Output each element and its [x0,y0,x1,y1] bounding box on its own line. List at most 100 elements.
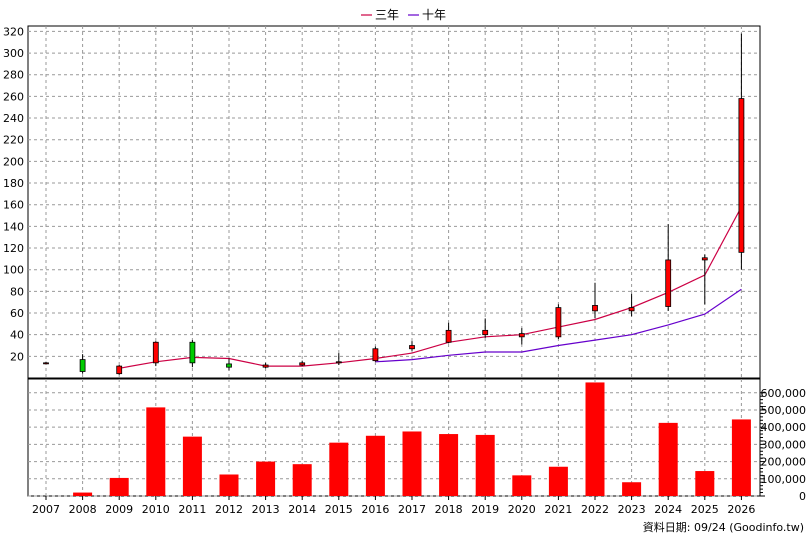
volume-panel: 0 100,000 200,000 300,000 400,000 500,000 600,… [27,378,806,503]
candle-body [226,363,232,368]
candle-body [555,307,562,338]
volume-bar-2024 [658,422,678,496]
price-tick-label: 80 [10,285,24,298]
volume-tick-label: 300,000 [761,438,807,451]
candle-2007 [43,361,49,365]
price-panel-frame [27,25,761,379]
candle-2020 [518,328,525,345]
volume-bar-2009 [109,477,129,496]
candle-body [701,257,708,261]
volume-grid [28,379,760,497]
candle-body [372,348,379,362]
x-tick-label: 2010 [142,503,170,516]
candle-body [152,341,159,364]
candle-2008 [79,354,86,374]
x-tick-label: 2023 [618,503,646,516]
x-tick-label: 2019 [471,503,499,516]
volume-bar-2019 [475,434,495,496]
candle-body [262,364,269,368]
price-tick-label: 240 [3,112,24,125]
price-tick-label: 20 [10,350,24,363]
price-tick-label: 280 [3,69,24,82]
volume-bar-2008 [73,492,93,496]
x-tick-label: 2025 [691,503,719,516]
candle-2016 [372,346,379,362]
candle-body [189,341,196,364]
price-tick-label: 40 [10,329,24,342]
x-tick-label: 2021 [544,503,572,516]
volume-bar-2025 [695,471,715,496]
price-tick-label: 200 [3,155,24,168]
volume-bar-2023 [622,482,642,496]
x-tick-label: 2009 [105,503,133,516]
volume-tick-label: 200,000 [761,456,807,469]
legend-label-3yr: 三年 [375,8,399,22]
volume-bar-2015 [329,442,349,496]
x-tick-label: 2015 [325,503,353,516]
price-panel: 20 40 60 80 100 120 140 160 180 200 220 240 260 280 30… [3,25,761,379]
series-line-十年 [375,288,742,363]
legend-label-10yr: 十年 [422,8,446,22]
candlesticks [43,33,745,375]
candle-body [592,305,598,312]
volume-bar-2022 [585,382,605,496]
candle-body [482,329,489,336]
moving-average-lines [119,206,742,369]
candle-2023 [628,293,635,317]
x-tick-label: 2020 [508,503,536,516]
price-tick-label: 100 [3,264,24,277]
candle-body [738,98,745,253]
price-tick-label: 300 [3,47,24,60]
volume-bar-2018 [439,434,459,496]
candle-body [628,307,635,312]
price-tick-label: 220 [3,134,24,147]
candle-2019 [482,318,489,338]
price-tick-label: 260 [3,90,24,103]
x-tick-label: 2014 [288,503,316,516]
candle-body [79,359,86,372]
volume-bar-2020 [512,475,532,496]
price-tick-label: 120 [3,242,24,255]
volume-bar-2026 [731,419,751,496]
candle-body [116,365,123,375]
x-tick-label: 2013 [252,503,280,516]
x-tick-label: 2012 [215,503,243,516]
candle-2011 [189,340,196,368]
candle-2010 [152,341,159,367]
volume-bar-2016 [365,435,385,496]
volume-bar-2011 [182,436,202,496]
candle-2015 [335,353,342,366]
candle-2012 [226,358,232,371]
candle-2021 [555,304,562,340]
price-tick-label: 320 [3,25,24,38]
candle-body [43,362,49,365]
volume-y-axis: 0 100,000 200,000 300,000 400,000 500,000 600,… [760,387,806,503]
volume-bar-2017 [402,431,422,496]
candle-2017 [409,341,415,351]
volume-bar-2014 [292,464,312,496]
x-tick-label: 2017 [398,503,426,516]
candle-body [445,329,452,343]
volume-tick-label: 500,000 [761,404,807,417]
price-tick-label: 140 [3,220,24,233]
candle-2022 [592,282,598,319]
x-tick-label: 2011 [178,503,206,516]
x-axis: 2007 2008 2009 2010 2011 2012 2013 2014 2015 2016… [32,496,755,516]
candle-2009 [116,365,123,375]
volume-tick-label: 100,000 [761,473,807,486]
price-grid [28,26,760,378]
x-tick-label: 2022 [581,503,609,516]
volume-bar-2010 [146,407,166,496]
x-tick-label: 2026 [727,503,755,516]
x-tick-label: 2024 [654,503,682,516]
x-tick-label: 2008 [69,503,97,516]
candle-body [299,362,306,366]
series-line-三年 [119,206,742,369]
volume-tick-label: 0 [799,490,806,503]
x-tick-label: 2018 [435,503,463,516]
candle-2013 [262,362,269,369]
candle-2025 [701,254,708,305]
candle-body [665,259,672,307]
candle-body [409,345,415,350]
